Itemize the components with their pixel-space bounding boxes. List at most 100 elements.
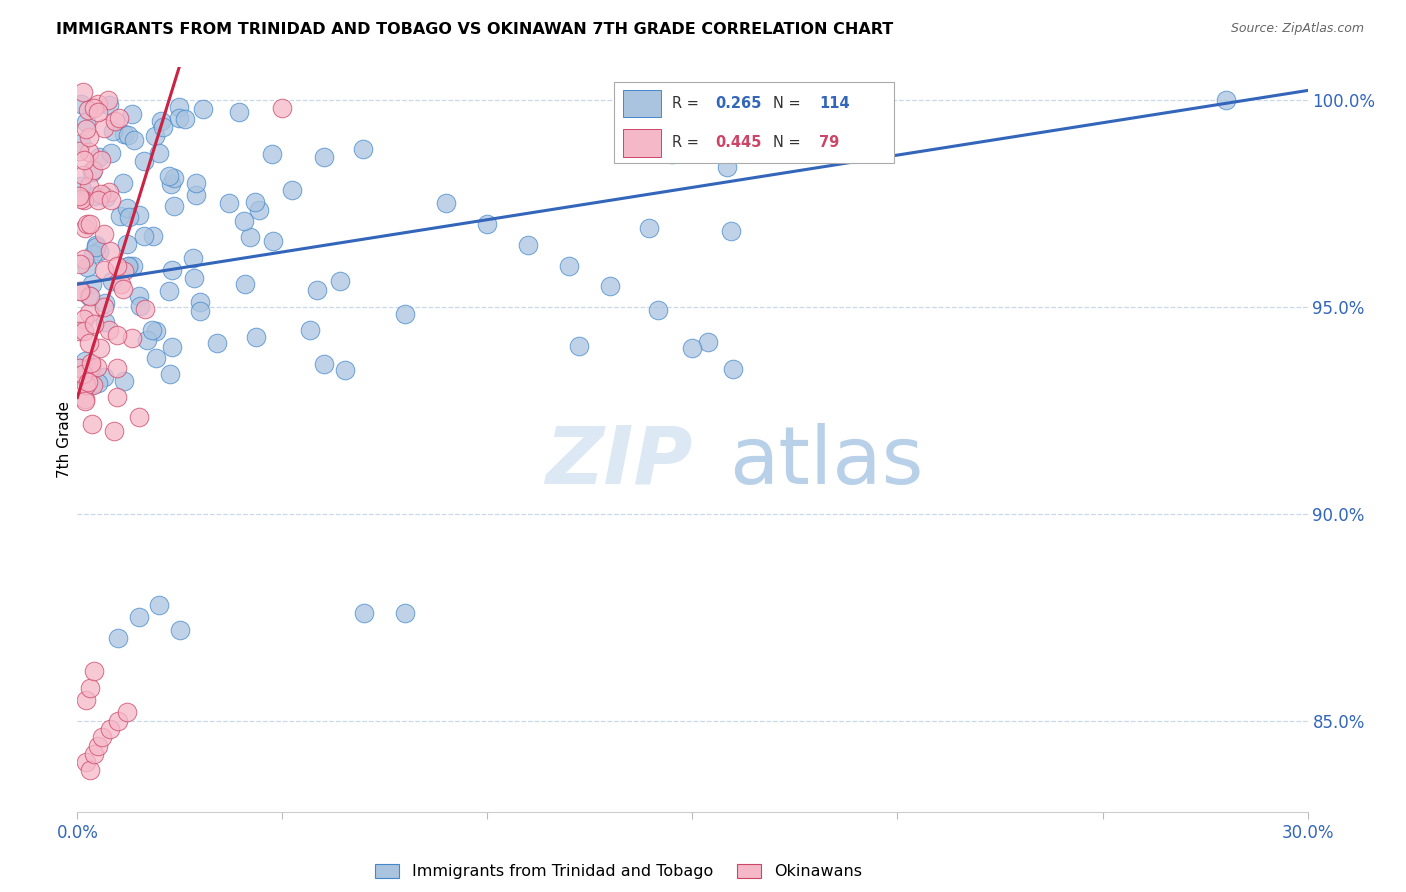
Point <box>112 264 135 278</box>
Point <box>568 339 591 353</box>
Point <box>101 124 124 138</box>
Point <box>307 283 329 297</box>
Point <box>697 335 720 350</box>
Point <box>160 263 183 277</box>
Point <box>87 150 110 164</box>
Point <box>159 178 181 192</box>
Point <box>73 221 96 235</box>
Point <box>79 289 101 303</box>
Point <box>75 392 97 407</box>
Point <box>394 606 416 620</box>
Point <box>134 302 156 317</box>
Point <box>82 163 104 178</box>
Text: IMMIGRANTS FROM TRINIDAD AND TOBAGO VS OKINAWAN 7TH GRADE CORRELATION CHART: IMMIGRANTS FROM TRINIDAD AND TOBAGO VS O… <box>56 22 893 37</box>
Point <box>90 187 112 202</box>
Point <box>80 165 103 179</box>
Point <box>82 277 104 292</box>
Point <box>72 85 94 99</box>
Point <box>141 323 163 337</box>
Point <box>108 112 131 126</box>
FancyBboxPatch shape <box>614 82 894 163</box>
Point <box>98 98 121 112</box>
Text: R =: R = <box>672 95 703 111</box>
Point <box>98 244 121 259</box>
Point <box>82 247 104 261</box>
Point <box>188 304 211 318</box>
Point <box>67 360 90 375</box>
Point <box>101 274 124 288</box>
Point <box>111 282 134 296</box>
Point <box>477 217 499 231</box>
Point <box>110 277 132 291</box>
Point <box>93 370 115 384</box>
Point <box>117 259 139 273</box>
Point <box>80 376 103 391</box>
Point <box>169 100 191 114</box>
Text: N =: N = <box>773 135 806 150</box>
Point <box>75 755 97 769</box>
Point <box>329 274 352 288</box>
Point <box>75 115 97 129</box>
Point <box>77 179 100 194</box>
Point <box>83 317 105 331</box>
Point <box>271 101 294 115</box>
Point <box>228 105 250 120</box>
Point <box>184 176 207 190</box>
Point <box>73 312 96 326</box>
Point <box>682 341 704 355</box>
Point <box>312 150 335 164</box>
Point <box>436 196 458 211</box>
Point <box>157 284 180 298</box>
Text: N =: N = <box>773 95 806 111</box>
Point <box>70 136 93 151</box>
Point <box>105 259 128 273</box>
Point <box>716 161 738 175</box>
Point <box>245 330 267 344</box>
Point <box>312 357 335 371</box>
Point <box>75 377 97 392</box>
Point <box>638 221 661 235</box>
Point <box>112 374 135 388</box>
Point <box>145 128 167 143</box>
Point <box>76 260 98 274</box>
Point <box>1215 93 1237 107</box>
Point <box>79 681 101 695</box>
Point <box>69 193 91 207</box>
Point <box>145 351 167 365</box>
Point <box>70 179 93 194</box>
Point <box>73 153 96 167</box>
Point <box>128 289 150 303</box>
Point <box>67 189 90 203</box>
Point <box>218 195 240 210</box>
Point <box>72 169 94 183</box>
Point <box>96 190 118 204</box>
Point <box>181 251 204 265</box>
Point <box>82 378 104 392</box>
Point <box>79 289 101 303</box>
Text: 79: 79 <box>820 135 839 150</box>
Point <box>84 239 107 253</box>
Point <box>647 302 669 317</box>
Point <box>128 208 150 222</box>
Point <box>94 315 117 329</box>
Text: ZIP: ZIP <box>546 423 692 500</box>
Point <box>112 128 135 142</box>
Point <box>122 259 145 273</box>
Point <box>239 229 262 244</box>
Point <box>93 300 115 314</box>
Point <box>188 294 211 309</box>
Point <box>76 218 98 232</box>
Point <box>86 359 108 374</box>
Point <box>148 145 170 160</box>
Point <box>93 262 115 277</box>
Point <box>117 260 139 274</box>
Point <box>100 145 122 160</box>
Point <box>193 102 215 116</box>
Point <box>83 101 105 115</box>
Point <box>80 359 103 374</box>
Point <box>87 105 110 120</box>
Point <box>94 296 117 310</box>
Point <box>103 424 125 438</box>
Point <box>162 199 184 213</box>
Text: R =: R = <box>672 135 703 150</box>
